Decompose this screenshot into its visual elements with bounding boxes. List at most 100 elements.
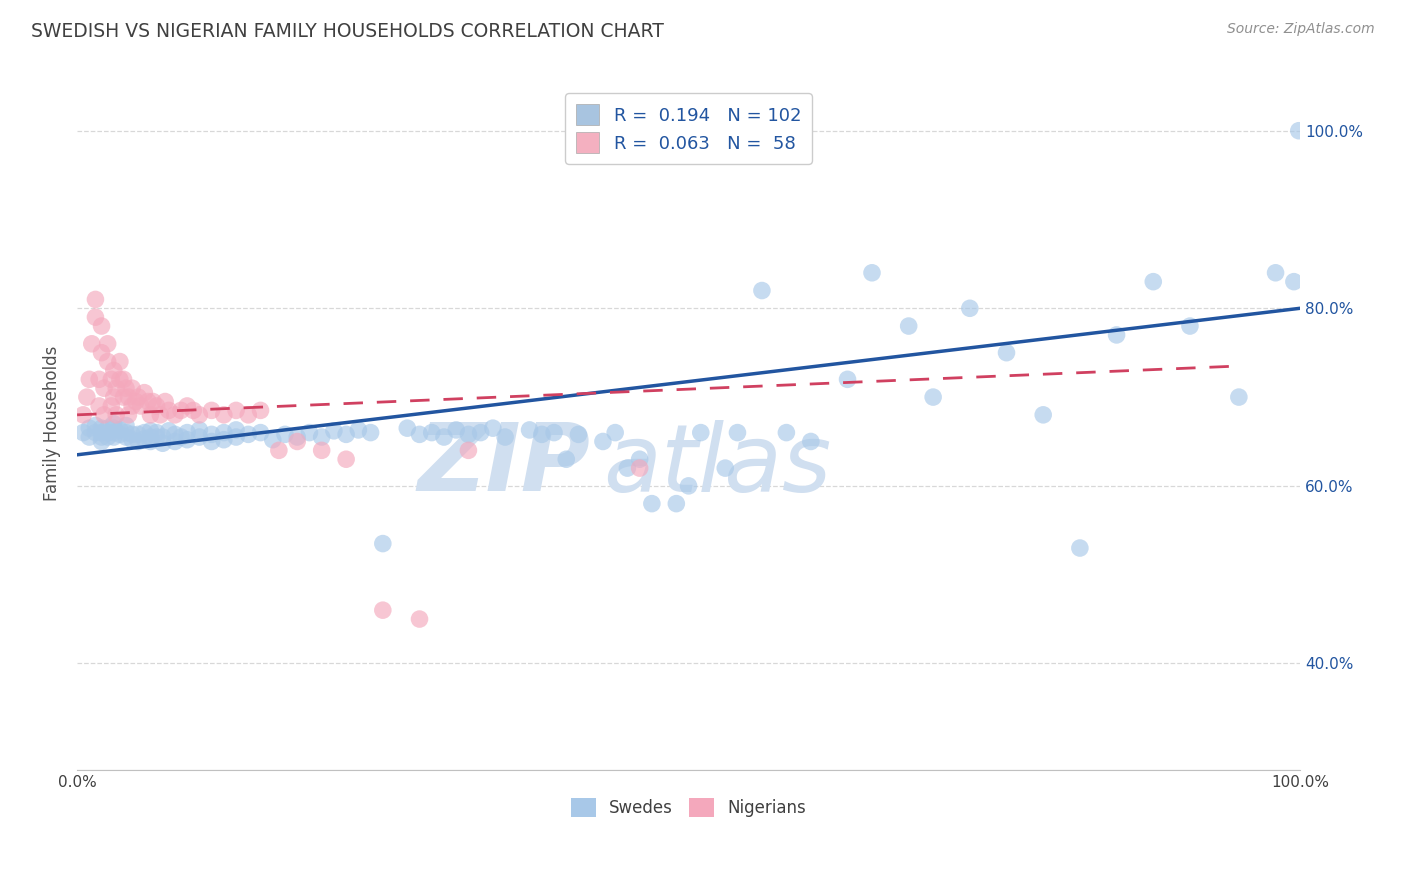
- Point: [145, 399, 167, 413]
- Point: [163, 408, 186, 422]
- Point: [408, 427, 430, 442]
- Point: [360, 425, 382, 440]
- Point: [108, 423, 131, 437]
- Point: [322, 424, 344, 438]
- Point: [87, 399, 110, 413]
- Point: [1069, 541, 1091, 555]
- Point: [201, 434, 224, 449]
- Point: [201, 427, 224, 442]
- Point: [84, 425, 107, 440]
- Point: [238, 427, 260, 442]
- Point: [108, 354, 131, 368]
- Point: [84, 310, 107, 325]
- Point: [97, 336, 120, 351]
- Point: [127, 427, 149, 442]
- Point: [543, 425, 565, 440]
- Point: [90, 425, 112, 440]
- Point: [115, 418, 138, 433]
- Point: [897, 319, 920, 334]
- Point: [274, 427, 297, 442]
- Point: [267, 443, 290, 458]
- Point: [482, 421, 505, 435]
- Point: [136, 394, 159, 409]
- Point: [121, 433, 143, 447]
- Point: [125, 394, 148, 409]
- Point: [84, 293, 107, 307]
- Point: [79, 430, 101, 444]
- Point: [188, 408, 211, 422]
- Point: [134, 425, 156, 440]
- Point: [285, 434, 308, 449]
- Point: [225, 423, 247, 437]
- Point: [134, 385, 156, 400]
- Point: [714, 461, 737, 475]
- Point: [90, 434, 112, 449]
- Point: [105, 381, 128, 395]
- Point: [79, 372, 101, 386]
- Point: [145, 430, 167, 444]
- Point: [112, 372, 135, 386]
- Point: [1142, 275, 1164, 289]
- Point: [800, 434, 823, 449]
- Point: [959, 301, 981, 316]
- Point: [97, 421, 120, 435]
- Point: [628, 461, 651, 475]
- Point: [153, 394, 176, 409]
- Point: [665, 497, 688, 511]
- Point: [103, 425, 125, 440]
- Point: [139, 408, 162, 422]
- Point: [163, 434, 186, 449]
- Point: [121, 399, 143, 413]
- Point: [121, 381, 143, 395]
- Point: [79, 421, 101, 435]
- Point: [1032, 408, 1054, 422]
- Point: [371, 536, 394, 550]
- Text: SWEDISH VS NIGERIAN FAMILY HOUSEHOLDS CORRELATION CHART: SWEDISH VS NIGERIAN FAMILY HOUSEHOLDS CO…: [31, 22, 664, 41]
- Point: [139, 424, 162, 438]
- Point: [285, 430, 308, 444]
- Point: [444, 423, 467, 437]
- Point: [139, 434, 162, 449]
- Point: [115, 425, 138, 440]
- Point: [212, 433, 235, 447]
- Point: [592, 434, 614, 449]
- Point: [922, 390, 945, 404]
- Point: [555, 452, 578, 467]
- Point: [457, 427, 479, 442]
- Point: [97, 425, 120, 440]
- Point: [347, 423, 370, 437]
- Point: [335, 427, 357, 442]
- Point: [105, 408, 128, 422]
- Point: [181, 403, 204, 417]
- Point: [152, 430, 174, 444]
- Point: [87, 372, 110, 386]
- Point: [433, 430, 456, 444]
- Point: [90, 319, 112, 334]
- Point: [371, 603, 394, 617]
- Point: [76, 390, 98, 404]
- Point: [1178, 319, 1201, 334]
- Point: [72, 408, 94, 422]
- Point: [335, 452, 357, 467]
- Point: [262, 433, 284, 447]
- Point: [93, 408, 115, 422]
- Point: [249, 403, 271, 417]
- Point: [117, 408, 139, 422]
- Point: [494, 430, 516, 444]
- Point: [678, 479, 700, 493]
- Point: [163, 427, 186, 442]
- Point: [689, 425, 711, 440]
- Point: [470, 425, 492, 440]
- Point: [121, 427, 143, 442]
- Point: [628, 452, 651, 467]
- Point: [157, 403, 180, 417]
- Point: [249, 425, 271, 440]
- Point: [100, 399, 122, 413]
- Point: [311, 430, 333, 444]
- Point: [176, 433, 198, 447]
- Point: [995, 345, 1018, 359]
- Point: [188, 423, 211, 437]
- Point: [1282, 275, 1305, 289]
- Legend: Swedes, Nigerians: Swedes, Nigerians: [564, 791, 813, 824]
- Point: [212, 425, 235, 440]
